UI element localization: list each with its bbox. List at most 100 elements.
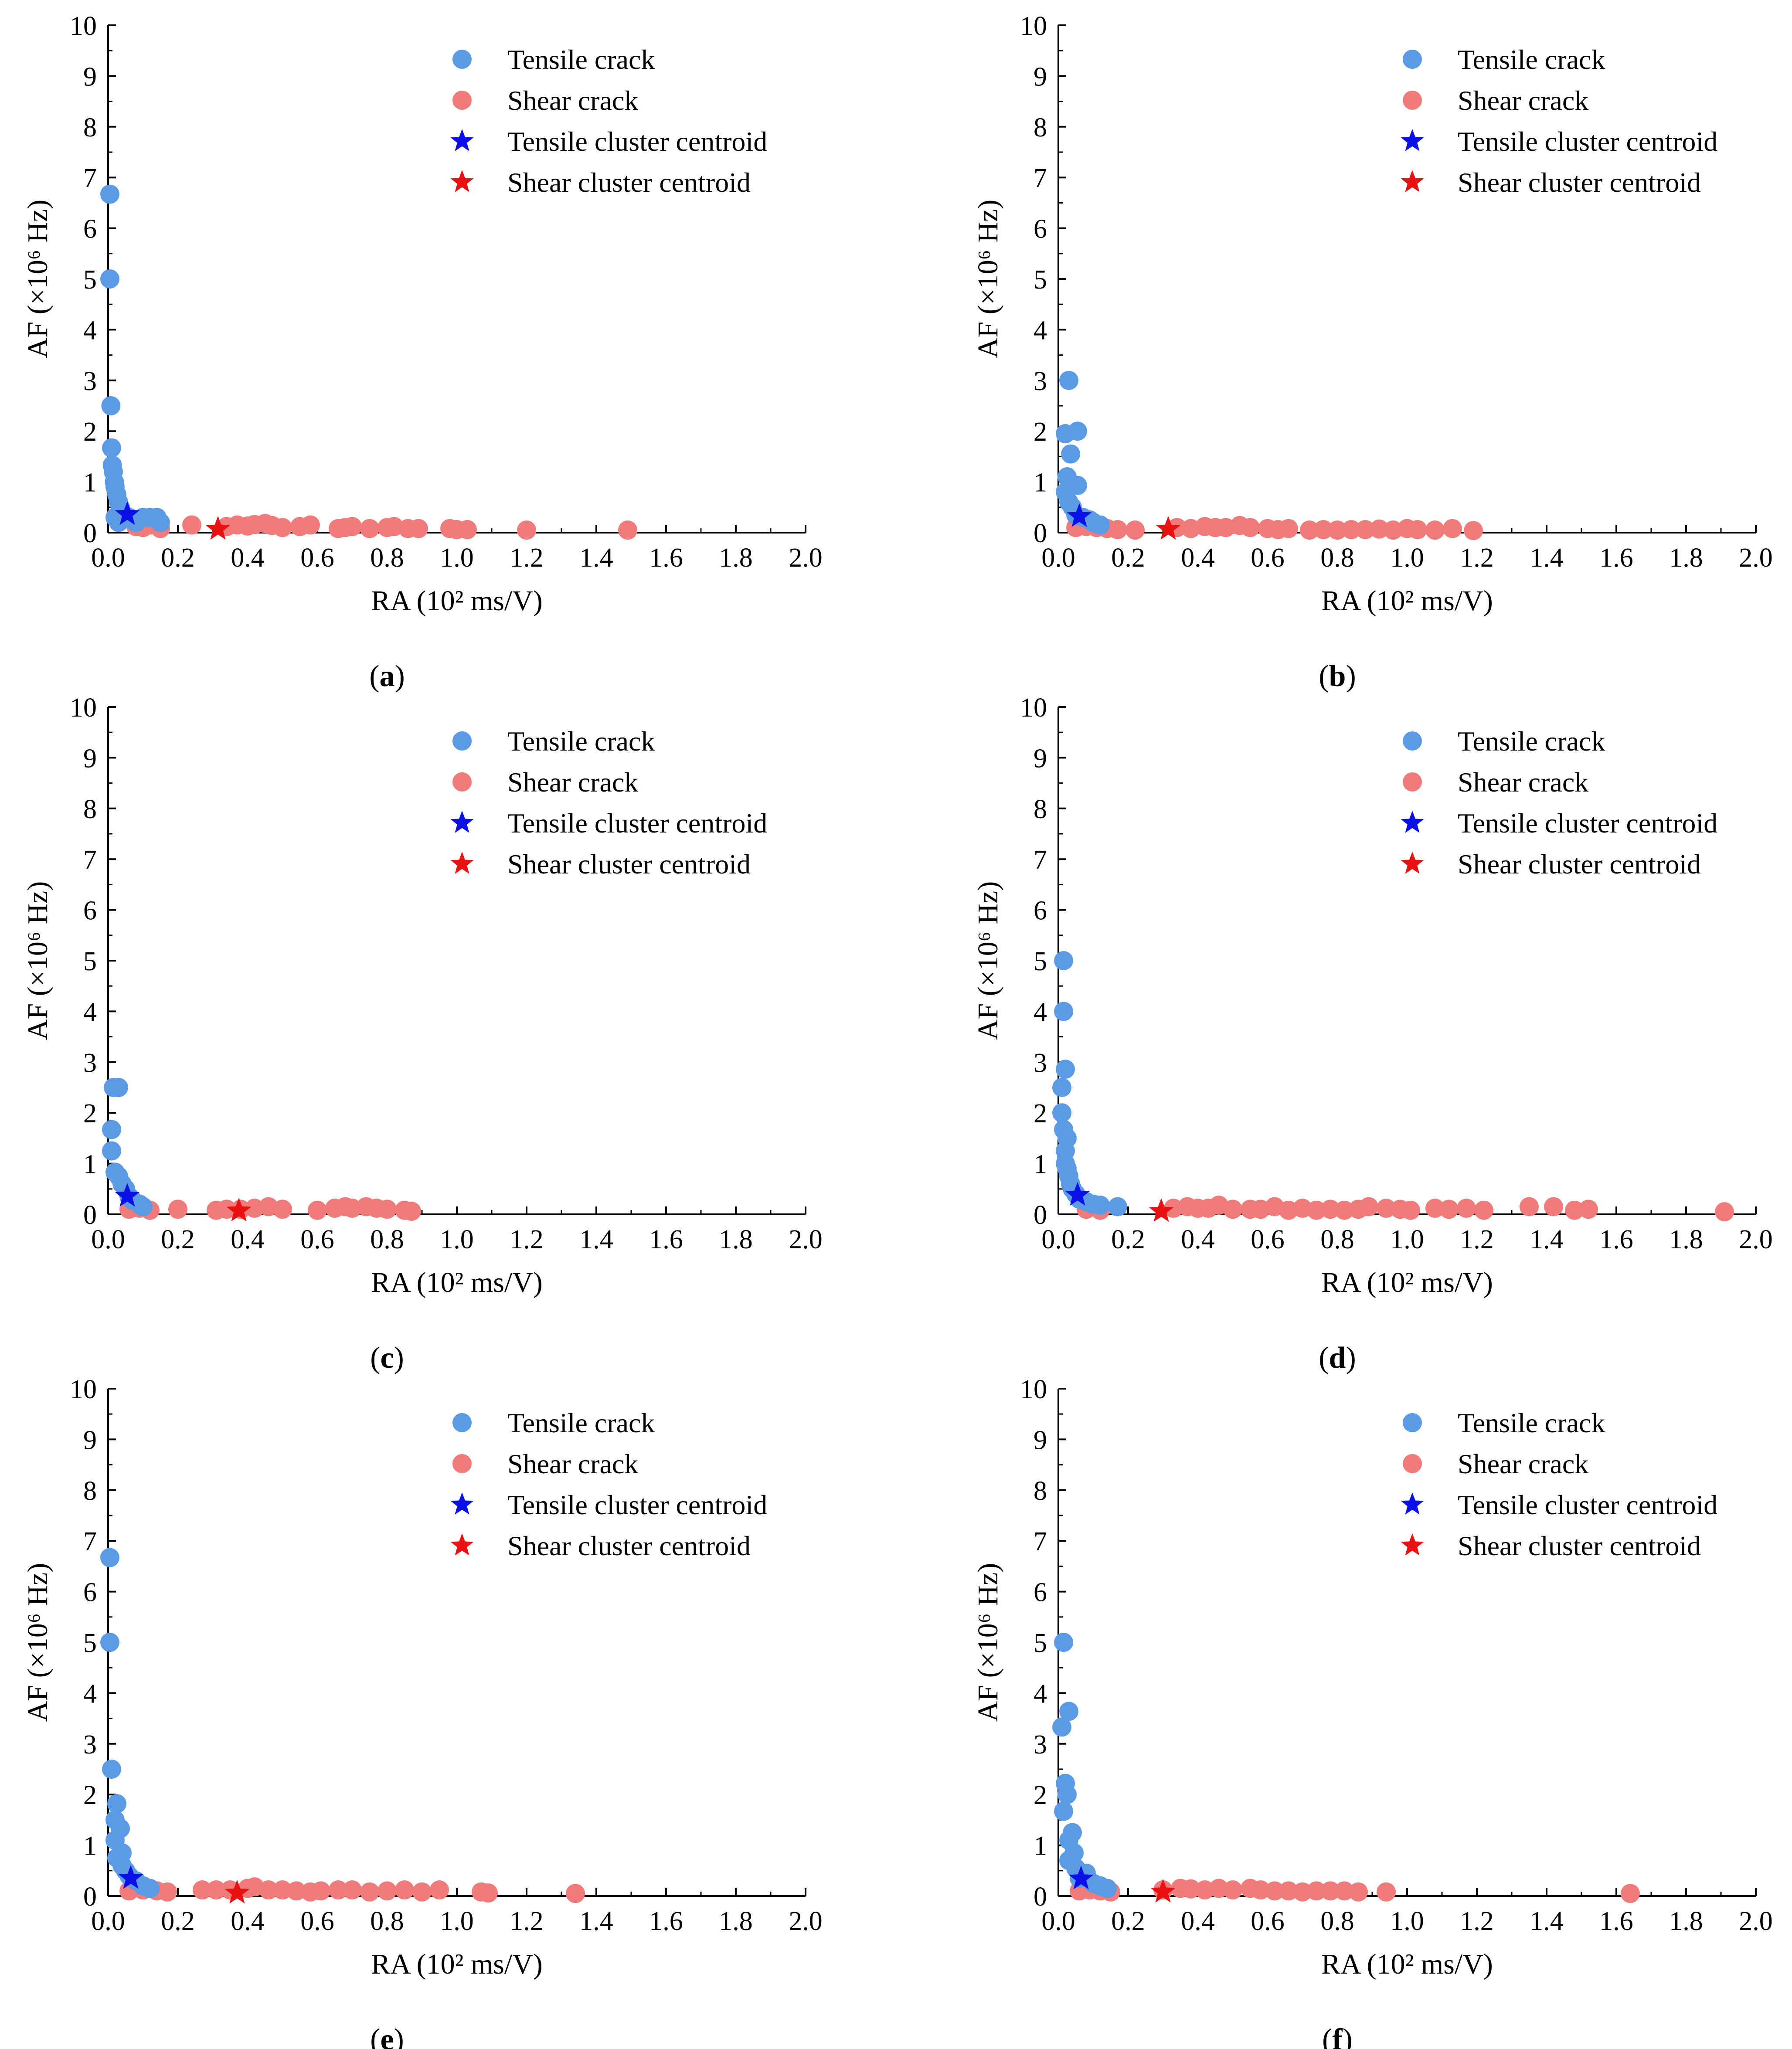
- x-tick-label: 0.6: [1251, 1906, 1285, 1936]
- y-tick-label: 3: [83, 1730, 97, 1760]
- x-tick-label: 1.2: [1460, 1225, 1494, 1254]
- y-tick-label: 6: [1034, 1578, 1047, 1607]
- shear-crack-point: [1370, 519, 1389, 539]
- x-tick-label: 0.2: [161, 543, 195, 573]
- x-tick-label: 0.4: [1181, 543, 1215, 573]
- shear-crack-point: [1377, 1882, 1396, 1902]
- shear-crack-point: [1377, 1199, 1396, 1218]
- legend-label: Tensile cluster centroid: [507, 1489, 767, 1520]
- y-tick-label: 6: [1034, 896, 1047, 926]
- x-tick-label: 0.2: [161, 1225, 195, 1254]
- y-tick-label: 8: [83, 113, 97, 143]
- legend-marker-tensile-crack: [1403, 50, 1422, 69]
- shear-crack-point: [1314, 520, 1333, 540]
- y-tick-label: 9: [1034, 62, 1047, 92]
- y-tick-label: 5: [1034, 265, 1047, 295]
- panel-caption-letter: f: [1332, 2023, 1343, 2049]
- tensile-crack-point: [100, 1548, 119, 1567]
- x-tick-label: 1.2: [1460, 543, 1494, 573]
- shear-crack-point: [1328, 520, 1347, 540]
- legend-label: Tensile crack: [507, 1407, 655, 1438]
- legend-label: Tensile crack: [1458, 1407, 1605, 1438]
- tensile-crack-point: [1054, 1002, 1073, 1021]
- legend-marker-tensile-crack: [452, 50, 472, 69]
- shear-crack-point: [1443, 519, 1462, 538]
- tensile-crack-point: [133, 1197, 153, 1216]
- y-tick-label: 9: [83, 1425, 97, 1455]
- shear-crack-point: [1342, 520, 1361, 540]
- legend-label: Shear crack: [1458, 1448, 1588, 1479]
- x-tick-label: 0.6: [300, 1906, 334, 1936]
- shear-crack-point: [1251, 1880, 1270, 1900]
- legend-marker-shear-cluster-centroid: [1401, 1533, 1424, 1556]
- shear-crack-point: [1335, 1881, 1354, 1901]
- chart-panel-d: 0.0 0.2 0.4 0.6 0.8 1.0 1.2 1.4 1.6 1.8 2.0 0 1 2 3 4 5 6…: [972, 693, 1773, 1375]
- x-tick-label: 2.0: [1739, 1906, 1773, 1936]
- legend-marker-shear-crack: [1403, 91, 1422, 110]
- x-tick-label: 0.2: [1111, 1225, 1145, 1254]
- legend-marker-tensile-crack: [1403, 1413, 1422, 1432]
- tensile-crack-point: [1052, 1078, 1071, 1097]
- shear-crack-point: [329, 1880, 348, 1900]
- shear-crack-point: [158, 1882, 177, 1902]
- panel-caption: (b): [1319, 659, 1356, 693]
- x-tick-label: 1.6: [649, 1225, 683, 1254]
- x-tick-label: 2.0: [789, 1906, 823, 1936]
- legend-marker-shear-crack: [452, 772, 472, 792]
- shear-crack-point: [1425, 1199, 1445, 1218]
- shear-crack-point: [1520, 1197, 1539, 1216]
- legend-marker-shear-cluster-centroid: [450, 170, 474, 192]
- shear-crack-point: [1300, 520, 1319, 540]
- tensile-crack-point: [1056, 1060, 1075, 1079]
- x-tick-label: 0.0: [1041, 1225, 1075, 1254]
- y-tick-label: 3: [1034, 367, 1047, 396]
- y-tick-label: 7: [1034, 1527, 1047, 1556]
- tensile-crack-point: [1056, 424, 1075, 444]
- legend-marker-shear-cluster-centroid: [1401, 852, 1424, 874]
- legend-label: Shear cluster centroid: [507, 849, 751, 880]
- y-tick-label: 4: [1034, 316, 1047, 345]
- shear-cluster-centroid-point: [1149, 1198, 1174, 1222]
- chart-panel-b: 0.0 0.2 0.4 0.6 0.8 1.0 1.2 1.4 1.6 1.8 2.0 0 1 2 3 4 5 6…: [972, 11, 1773, 693]
- shear-crack-point: [207, 1880, 226, 1900]
- x-tick-label: 2.0: [1739, 1225, 1773, 1254]
- legend-label: Tensile crack: [1458, 44, 1605, 75]
- y-axis-title: AF (×10⁶ Hz): [972, 1563, 1004, 1722]
- shear-crack-point: [1359, 1197, 1378, 1216]
- x-tick-label: 1.0: [440, 1906, 474, 1936]
- legend-label: Tensile crack: [507, 726, 655, 757]
- tensile-cluster-centroid-point: [1068, 1866, 1094, 1889]
- x-tick-label: 0.6: [300, 1225, 334, 1254]
- x-tick-label: 1.4: [579, 1225, 613, 1254]
- legend-marker-tensile-crack: [452, 1413, 472, 1432]
- tensile-cluster-centroid-point: [1065, 1182, 1090, 1206]
- y-tick-label: 10: [1020, 693, 1047, 723]
- legend-marker-tensile-crack: [1403, 731, 1422, 751]
- x-axis-title: RA (10² ms/V): [371, 585, 543, 617]
- x-tick-label: 0.4: [231, 1225, 265, 1254]
- shear-crack-point: [1457, 1199, 1476, 1218]
- tensile-crack-point: [1091, 1196, 1110, 1215]
- y-tick-label: 4: [1034, 997, 1047, 1027]
- shear-crack-point: [182, 515, 201, 535]
- y-tick-label: 3: [83, 367, 97, 396]
- y-tick-label: 1: [1034, 468, 1047, 498]
- y-tick-label: 2: [1034, 1781, 1047, 1810]
- shear-crack-point: [1321, 1881, 1340, 1901]
- shear-crack-point: [402, 1202, 421, 1221]
- legend-marker-shear-crack: [1403, 772, 1422, 792]
- y-tick-label: 8: [83, 1476, 97, 1506]
- shear-crack-point: [193, 1880, 212, 1900]
- shear-crack-point: [1439, 1199, 1459, 1219]
- x-tick-label: 1.8: [1669, 1225, 1703, 1254]
- x-tick-label: 1.8: [719, 543, 753, 573]
- shear-crack-point: [1126, 520, 1145, 540]
- x-tick-label: 0.2: [1111, 1906, 1145, 1936]
- y-tick-label: 6: [83, 896, 97, 926]
- shear-crack-point: [343, 517, 362, 537]
- x-tick-label: 1.8: [719, 1225, 753, 1254]
- tensile-crack-point: [1052, 1103, 1071, 1123]
- y-axis-title: AF (×10⁶ Hz): [22, 1563, 54, 1722]
- x-tick-label: 0.8: [1320, 1225, 1354, 1254]
